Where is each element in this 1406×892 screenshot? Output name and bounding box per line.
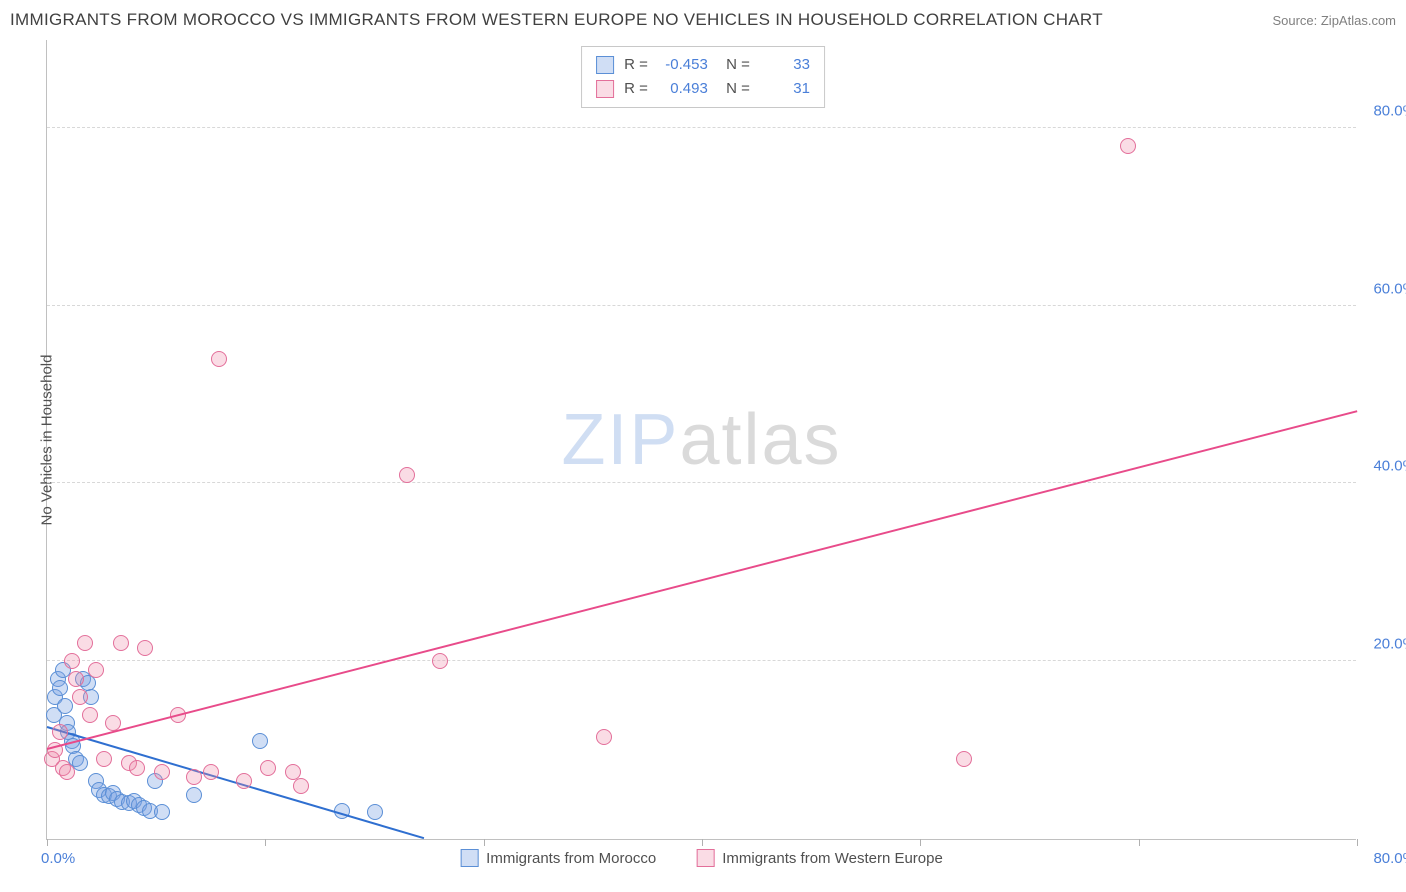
scatter-point [88, 662, 104, 678]
scatter-point [236, 773, 252, 789]
scatter-point [77, 635, 93, 651]
scatter-point [72, 689, 88, 705]
legend-label: Immigrants from Morocco [486, 850, 656, 867]
x-tick [484, 839, 485, 846]
scatter-point [154, 804, 170, 820]
x-tick [1357, 839, 1358, 846]
scatter-point [113, 635, 129, 651]
legend-item-morocco: Immigrants from Morocco [460, 849, 656, 867]
scatter-point [186, 787, 202, 803]
scatter-point [956, 751, 972, 767]
gridline-horizontal [47, 127, 1356, 128]
scatter-point [52, 680, 68, 696]
scatter-point [211, 351, 227, 367]
scatter-point [186, 769, 202, 785]
watermark: ZIPatlas [561, 399, 841, 481]
stats-row-series-0: R = -0.453 N = 33 [596, 53, 810, 77]
scatter-point [260, 760, 276, 776]
x-tick [265, 839, 266, 846]
scatter-point [596, 729, 612, 745]
r-value: 0.493 [658, 77, 708, 101]
n-label: N = [718, 53, 750, 77]
x-tick [702, 839, 703, 846]
scatter-point [82, 707, 98, 723]
y-tick-label: 80.0% [1361, 102, 1406, 119]
r-label: R = [624, 53, 648, 77]
scatter-point [367, 804, 383, 820]
watermark-zip: ZIP [561, 400, 679, 480]
series-legend: Immigrants from Morocco Immigrants from … [460, 849, 943, 867]
stats-swatch-icon [596, 80, 614, 98]
scatter-point [203, 764, 219, 780]
x-tick-label: 80.0% [1373, 850, 1406, 867]
r-label: R = [624, 77, 648, 101]
scatter-point [57, 698, 73, 714]
scatter-point [1120, 138, 1136, 154]
scatter-point [129, 760, 145, 776]
legend-item-western-europe: Immigrants from Western Europe [696, 849, 943, 867]
trend-line [47, 410, 1357, 750]
scatter-point [154, 764, 170, 780]
scatter-point [432, 653, 448, 669]
y-tick-label: 40.0% [1361, 458, 1406, 475]
watermark-atlas: atlas [679, 400, 841, 480]
stats-swatch-icon [596, 56, 614, 74]
x-tick [1139, 839, 1140, 846]
x-tick [47, 839, 48, 846]
scatter-point [252, 733, 268, 749]
legend-label: Immigrants from Western Europe [722, 850, 943, 867]
stats-row-series-1: R = 0.493 N = 31 [596, 77, 810, 101]
r-value: -0.453 [658, 53, 708, 77]
y-tick-label: 20.0% [1361, 636, 1406, 653]
scatter-point [137, 640, 153, 656]
gridline-horizontal [47, 482, 1356, 483]
gridline-horizontal [47, 305, 1356, 306]
scatter-point [96, 751, 112, 767]
gridline-horizontal [47, 660, 1356, 661]
y-axis-label: No Vehicles in Household [39, 354, 56, 525]
scatter-point [68, 671, 84, 687]
scatter-point [64, 653, 80, 669]
n-value: 33 [760, 53, 810, 77]
legend-swatch-icon [696, 849, 714, 867]
source-text: Source: ZipAtlas.com [1272, 13, 1396, 28]
scatter-point [293, 778, 309, 794]
chart-plot-area: No Vehicles in Household ZIPatlas Immigr… [46, 40, 1356, 840]
scatter-point [52, 724, 68, 740]
scatter-point [399, 467, 415, 483]
chart-title: IMMIGRANTS FROM MOROCCO VS IMMIGRANTS FR… [10, 10, 1103, 30]
legend-swatch-icon [460, 849, 478, 867]
y-tick-label: 60.0% [1361, 280, 1406, 297]
scatter-point [59, 764, 75, 780]
x-tick-label: 0.0% [41, 850, 75, 867]
n-value: 31 [760, 77, 810, 101]
x-tick [920, 839, 921, 846]
n-label: N = [718, 77, 750, 101]
stats-legend: R = -0.453 N = 33 R = 0.493 N = 31 [581, 46, 825, 108]
